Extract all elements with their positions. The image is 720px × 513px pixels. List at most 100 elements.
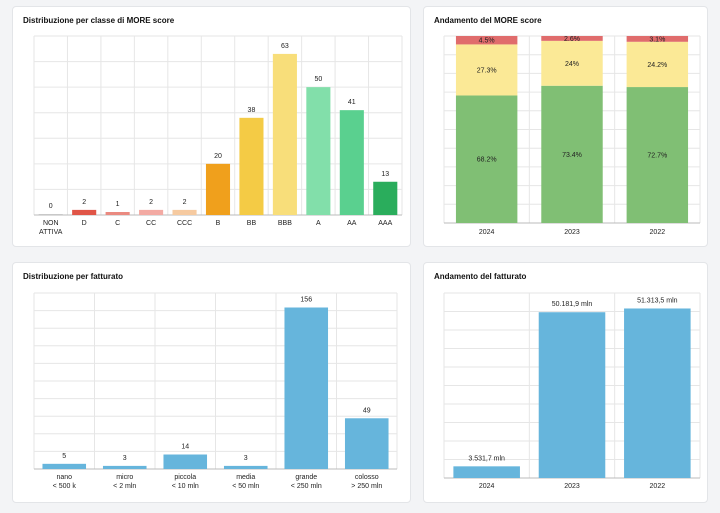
bar [172, 209, 197, 215]
stack-segment [541, 36, 603, 41]
x-tick-label: AA [347, 220, 357, 227]
bar-value-label: 5 [62, 453, 66, 460]
bar-value-label: 50 [314, 76, 322, 83]
x-tick-label: < 10 mln [172, 483, 199, 490]
x-tick-label: grande [295, 474, 317, 481]
x-tick-label: 2023 [564, 229, 580, 236]
more-score-distribution-chart: 0 NON ATTIVA 2 D 1 C 2 CC 2 CCC 20 B 38 BB 63 BBB 50 A 41 AA… [33, 35, 403, 236]
bar-value-label: 38 [248, 107, 256, 114]
stack-segment [541, 40, 603, 86]
bar-value-label: 3 [123, 455, 127, 462]
x-tick-label: 2024 [479, 483, 495, 490]
more-score-distribution-card: Distribuzione per classe di MORE score 0… [12, 6, 411, 247]
bar [42, 463, 87, 469]
bar [72, 209, 97, 215]
x-tick-label: D [82, 220, 87, 227]
stack-segment [626, 36, 689, 42]
bar [624, 308, 691, 478]
stack-segment-label: 24% [565, 61, 579, 68]
x-tick-label: CCC [177, 220, 192, 227]
bar [163, 454, 208, 469]
revenue-distribution-chart: 5 nano < 500 k 3 micro < 2 mln 14 piccola < 10 m… [33, 292, 398, 490]
x-tick-label: micro [116, 474, 133, 481]
bar-value-label: 3 [244, 455, 248, 462]
more-score-trend-chart: 68.2% 27.3% 4.5% 2024 73.4% 24% 2.6% 2023 72.7% 2… [443, 35, 701, 236]
bar-value-label: 2 [82, 199, 86, 206]
bar [139, 209, 164, 215]
revenue-trend-chart: 3.531,7 mln 2024 50.181,9 mln 2023 51.313,5 … [443, 292, 701, 490]
bar-value-label: 49 [363, 407, 371, 414]
bar [339, 110, 364, 215]
revenue-trend-title: Andamento del fatturato [434, 272, 527, 281]
bar [223, 465, 268, 469]
x-tick-label: < 2 mln [113, 483, 136, 490]
x-tick-label: nano [56, 474, 72, 481]
bar [105, 212, 130, 215]
bar-value-label: 3.531,7 mln [468, 455, 505, 462]
revenue-trend-card: Andamento del fatturato 3.531,7 mln 2024 5… [423, 262, 708, 503]
stack-segment-label: 3.1% [649, 36, 665, 43]
stack-segment [626, 87, 689, 224]
bar-value-label: 13 [381, 171, 389, 178]
x-tick-label: A [316, 220, 321, 227]
bar-value-label: 1 [116, 201, 120, 208]
more-score-distribution-title: Distribuzione per classe di MORE score [23, 16, 175, 25]
bar [38, 214, 63, 215]
x-tick-label: 2024 [479, 229, 495, 236]
x-tick-label: media [236, 474, 255, 481]
x-tick-label: B [216, 220, 221, 227]
bar [373, 181, 398, 215]
bar-value-label: 2 [183, 199, 187, 206]
stack-segment-label: 2.6% [564, 36, 580, 43]
bar [538, 312, 606, 478]
stack-segment-label: 73.4% [562, 152, 582, 159]
x-tick-label: C [115, 220, 120, 227]
stack-segment-label: 24.2% [647, 62, 667, 69]
stack-segment [455, 95, 518, 223]
stack-segment [455, 44, 518, 96]
bar-value-label: 0 [49, 203, 53, 210]
x-tick-label: < 500 k [53, 483, 77, 490]
stack-segment-label: 4.5% [479, 38, 495, 45]
revenue-distribution-title: Distribuzione per fatturato [23, 272, 124, 281]
x-tick-label: BB [247, 220, 257, 227]
stack-segment [541, 85, 603, 223]
bar-value-label: 51.313,5 mln [637, 297, 678, 304]
bar-value-label: 20 [214, 153, 222, 160]
bar [102, 465, 147, 469]
x-tick-label: AAA [378, 220, 392, 227]
x-tick-label: < 50 mln [232, 483, 259, 490]
x-tick-label: colosso [355, 474, 379, 481]
bar-value-label: 156 [300, 296, 312, 303]
bar [284, 307, 329, 469]
bar [306, 87, 331, 215]
bar-value-label: 14 [181, 444, 189, 451]
bar-value-label: 41 [348, 99, 356, 106]
bar-value-label: 50.181,9 mln [552, 301, 593, 308]
x-tick-label: CC [146, 220, 156, 227]
bar-value-label: 63 [281, 43, 289, 50]
stack-segment-label: 68.2% [477, 157, 497, 164]
bar [344, 418, 389, 469]
x-tick-label: ATTIVA [39, 229, 63, 236]
x-tick-label: 2022 [650, 229, 666, 236]
x-tick-label: NON [43, 220, 59, 227]
x-tick-label: < 250 mln [291, 483, 322, 490]
bar [239, 117, 264, 215]
bar-value-label: 2 [149, 199, 153, 206]
x-tick-label: > 250 mln [351, 483, 382, 490]
stack-segment-label: 27.3% [477, 67, 497, 74]
stack-segment [455, 36, 518, 45]
x-tick-label: piccola [174, 474, 196, 481]
stack-segment-label: 72.7% [647, 153, 667, 160]
more-score-trend-card: Andamento del MORE score 68.2% 27.3% 4.5% 2… [423, 6, 708, 247]
bar [453, 466, 520, 478]
bar [272, 53, 297, 216]
stack-segment [626, 41, 689, 88]
x-tick-label: BBB [278, 220, 292, 227]
revenue-distribution-card: Distribuzione per fatturato 5 nano < 500 k… [12, 262, 411, 503]
bar [205, 163, 231, 215]
x-tick-label: 2023 [564, 483, 580, 490]
more-score-trend-title: Andamento del MORE score [434, 16, 542, 25]
x-tick-label: 2022 [650, 483, 666, 490]
